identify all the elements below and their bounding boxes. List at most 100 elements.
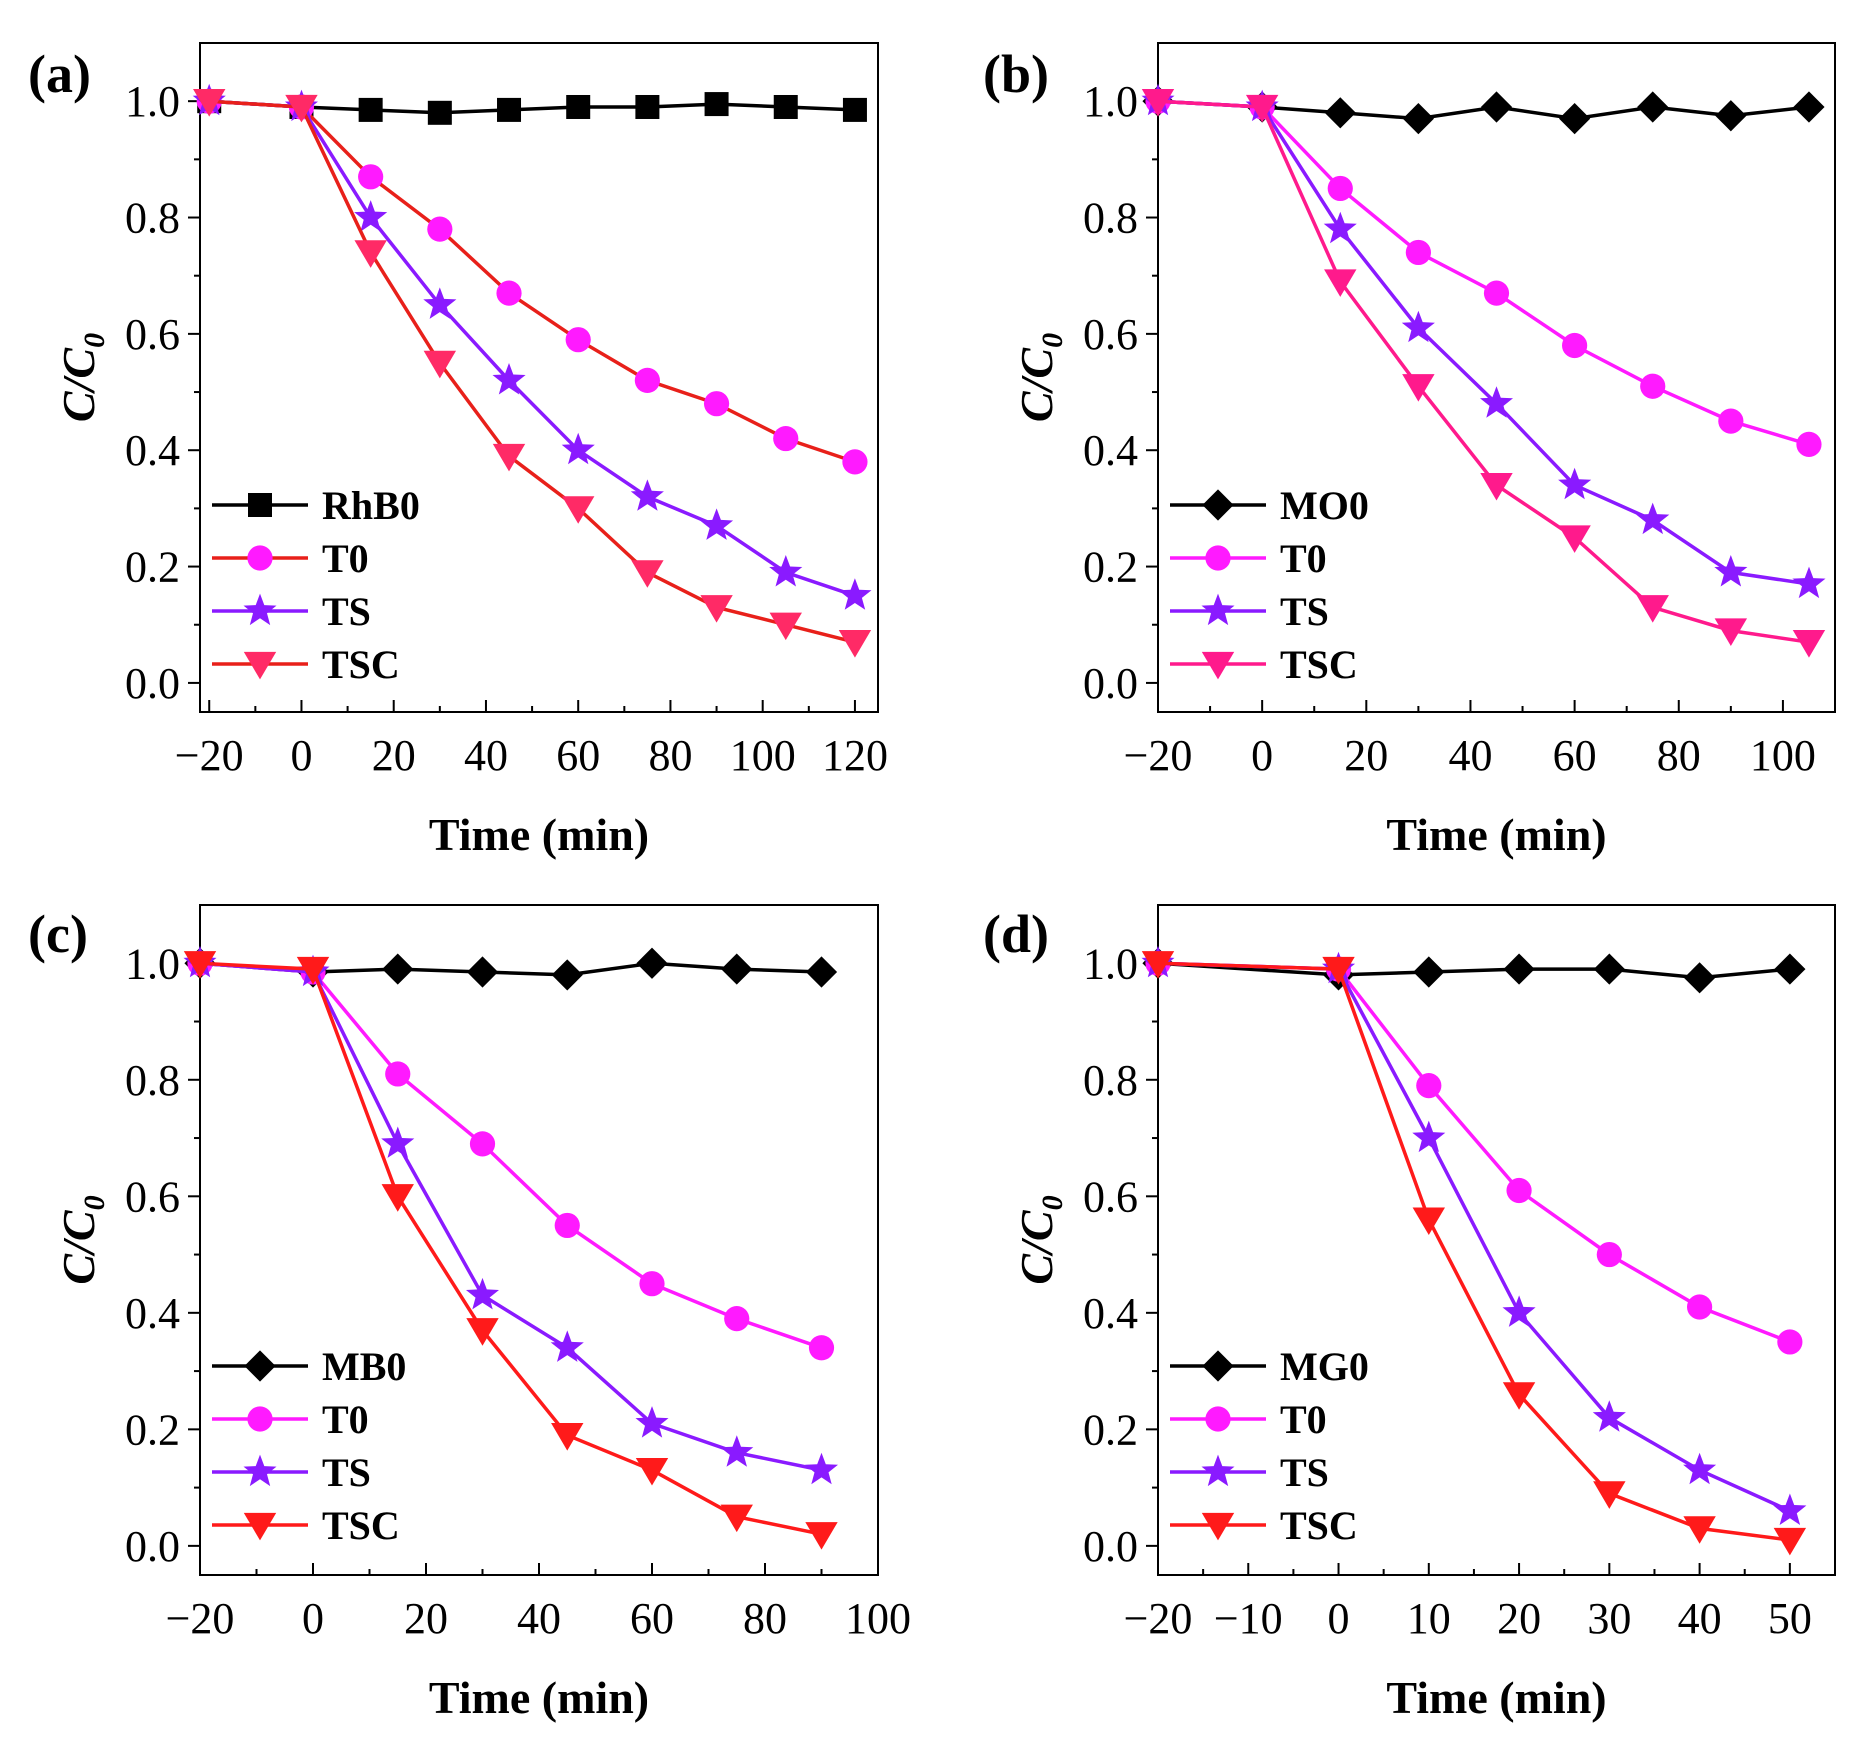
x-tick-label: 20 [372,731,416,780]
legend-entry-t0: T0 [1170,536,1327,581]
series-line [1157,99,1810,586]
series-line [199,961,822,1472]
data-point [423,350,457,379]
series-line [1157,961,1791,1513]
legend-entry-t0: T0 [1170,1397,1327,1442]
legend-label: MO0 [1280,483,1369,528]
y-axis-title: C/C0 [1011,333,1069,422]
data-point [492,363,526,395]
legend-label: TSC [1280,1503,1358,1548]
legend-entry-tsc: TSC [212,642,400,687]
legend-marker [1201,1454,1235,1487]
legend-entry-rhb0: RhB0 [212,483,420,528]
x-tick-label: 40 [517,1594,561,1643]
y-tick-label: 0.6 [125,310,180,359]
series-tsc [193,89,872,658]
data-point [631,560,664,588]
data-point [1793,91,1825,123]
y-tick-label: 1.0 [125,77,180,126]
plot-frame [1157,904,1836,1576]
plot-frame [199,904,879,1576]
data-point [636,947,668,979]
data-point [805,1452,838,1485]
x-tick-label: 100 [845,1594,911,1643]
data-point [1792,630,1826,658]
data-point [358,97,383,122]
legend-marker [1205,1406,1231,1432]
data-point [296,956,330,985]
legend-marker [247,1406,273,1432]
x-tick-label: 20 [1344,731,1388,780]
legend-entry-tsc: TSC [212,1503,400,1548]
legend-label: TS [1280,1450,1329,1495]
series-line [1157,961,1791,1542]
legend-marker [1201,593,1235,626]
x-tick-label: −20 [175,731,244,780]
data-point [700,508,734,540]
data-point [1324,269,1357,297]
x-axis-title: Time (min) [429,1672,649,1723]
data-point [358,164,384,190]
data-point [1715,100,1747,132]
legend-marker [243,593,277,626]
legend-label: TSC [1280,642,1358,687]
data-point [1323,211,1357,244]
panel-label: (c) [28,904,88,964]
data-point [1480,472,1513,501]
data-point [550,1330,584,1362]
data-point [1405,239,1431,266]
series-tsc [1141,951,1807,1556]
x-tick-label: 120 [822,731,888,780]
y-axis-title-main: C/C [53,347,104,422]
data-point [562,496,595,524]
series-t0 [1145,950,1803,1355]
series-line [199,961,822,1536]
legend-entry-mb0: MB0 [212,1344,406,1389]
data-point [183,951,217,979]
plot-frame [1157,42,1836,713]
data-point [551,1423,584,1451]
x-tick-label: 40 [1448,731,1492,780]
panel-d: −20 −10 0 10 20 30 40 50 0.0 0.2 0.4 0.6 0.8 1.0 Time … [983,904,1836,1723]
data-point [703,391,730,417]
data-point [720,1435,754,1467]
data-point [285,94,318,123]
data-point [1714,618,1748,646]
legend-entry-ts: TS [212,1450,371,1495]
legend-label: T0 [322,1397,369,1442]
data-point [721,953,753,985]
series-line [199,961,823,1350]
series-ts [1141,945,1807,1525]
series-line [209,99,856,644]
data-point [1416,1073,1442,1099]
panel-label: (b) [983,44,1049,104]
data-point [1245,94,1279,123]
y-axis-title-main: C/C [1011,1209,1062,1284]
x-tick-label: 80 [743,1594,787,1643]
legend-label: T0 [322,536,369,581]
data-point [1636,502,1670,535]
data-point [1637,91,1669,123]
x-axis-title: Time (min) [429,809,649,860]
series-line [209,99,855,115]
y-tick-label: 0.2 [1083,543,1138,592]
data-point [1141,89,1175,117]
data-point [1683,1516,1716,1544]
legend-entry-t0: T0 [212,1397,369,1442]
data-point [842,449,868,475]
data-point [1483,280,1510,306]
y-tick-label: 0.2 [125,543,180,592]
x-tick-label: 100 [1750,731,1816,780]
data-point [1558,467,1592,500]
data-point [635,1406,669,1438]
data-point [492,443,526,472]
series-mo0 [1142,85,1825,135]
data-point [838,630,872,658]
plot-frame [199,42,879,713]
series-t0 [196,88,868,475]
data-point [1412,1120,1446,1153]
data-point [704,92,729,117]
y-axis-title-subscript: 0 [78,1195,111,1210]
panel-c: −20 0 20 40 60 80 100 0.0 0.2 0.4 0.6 0.8 1.0 Time (m… [28,904,911,1723]
data-point [805,956,838,988]
